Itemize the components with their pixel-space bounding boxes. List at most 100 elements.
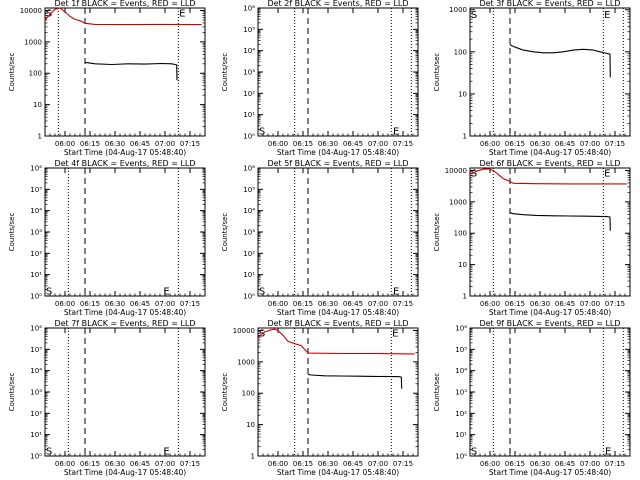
panel-9-x-tick-label: 06:45 [555, 460, 575, 468]
panel-8-series-events [307, 373, 403, 389]
panel-5-y-tick-label: 10⁵ [243, 186, 255, 194]
panel-6-x-tick-label: 06:00 [480, 300, 500, 308]
panel-6-marker-e: E [604, 169, 610, 180]
panel-1-x-tick-label: 06:30 [105, 140, 125, 148]
panel-7-axes-frame [44, 327, 206, 457]
panel-4-y-label: Counts/sec [8, 213, 16, 252]
panel-9-x-label: Start Time (04-Aug-17 05:48:40) [489, 468, 611, 477]
panel-2-axes-frame [257, 7, 419, 137]
panel-1-y-tick-label: 10000 [20, 7, 42, 15]
panel-2-y-tick-label: 10⁰ [243, 133, 255, 141]
panel-5-y-tick-label: 10¹ [243, 271, 255, 279]
panel-1-marker-e: E [179, 9, 185, 20]
panel-3-y-tick-label: 100 [454, 48, 467, 56]
panel-6-axes-frame [469, 167, 631, 297]
panel-7-y-tick-label: 10⁴ [30, 367, 42, 375]
panel-7-x-tick-label: 06:30 [105, 460, 125, 468]
panel-3-x-tick-label: 06:00 [480, 140, 500, 148]
panel-5-x-tick-label: 06:45 [343, 300, 363, 308]
panel-2-x-tick-label: 06:00 [268, 140, 288, 148]
panel-7-x-tick-label: 06:45 [130, 460, 150, 468]
panel-6-y-tick-label: 100 [454, 230, 467, 238]
panel-7-x-tick-label: 07:15 [180, 460, 200, 468]
panel-7-x-tick-label: 06:15 [80, 460, 100, 468]
panel-2-y-tick-label: 10⁵ [243, 26, 255, 34]
panel-9-y-tick-label: 10⁶ [455, 325, 467, 333]
panel-8-y-tick-label: 1 [251, 453, 255, 461]
panel-2-y-tick-label: 10⁶ [243, 5, 255, 13]
panel-1-title: Det 1f BLACK = Events, RED = LLD [54, 0, 195, 8]
panel-3-y-tick-label: 1 [463, 133, 467, 141]
panel-2-y-label: Counts/sec [221, 53, 229, 92]
panel-8-x-tick-label: 06:00 [268, 460, 288, 468]
panel-4-y-tick-label: 10¹ [30, 271, 42, 279]
panel-5-y-tick-label: 10⁰ [243, 293, 255, 301]
panel-1-series-events [84, 61, 178, 81]
panel-6-x-tick-label: 06:30 [530, 300, 550, 308]
panel-7-title: Det 7f BLACK = Events, RED = LLD [54, 319, 195, 328]
panel-1-axes-frame [44, 7, 206, 137]
panel-5-x-label: Start Time (04-Aug-17 05:48:40) [277, 308, 399, 317]
panel-8-axes-frame [257, 327, 419, 457]
panel-4: Det 4f BLACK = Events, RED = LLD 06:00 06:… [8, 159, 206, 317]
panel-6-y-tick-label: 1 [463, 293, 467, 301]
panel-6-y-tick-label: 1000 [449, 198, 467, 206]
panel-3: Det 3f BLACK = Events, RED = LLD 06:00 06:… [433, 0, 631, 157]
panel-2-y-tick-label: 10² [243, 90, 255, 98]
panel-2-x-tick-label: 07:15 [393, 140, 413, 148]
panel-6-y-tick-label: 10 [458, 261, 467, 269]
panel-5-marker-e: E [393, 287, 399, 298]
panel-2-title: Det 2f BLACK = Events, RED = LLD [267, 0, 408, 8]
panel-9-x-tick-label: 06:00 [480, 460, 500, 468]
panel-6-x-tick-label: 06:15 [505, 300, 525, 308]
panel-3-x-label: Start Time (04-Aug-17 05:48:40) [489, 148, 611, 157]
panel-4-x-tick-label: 06:00 [55, 300, 75, 308]
panel-1-y-label: Counts/sec [8, 53, 16, 92]
panel-8-x-tick-label: 07:15 [393, 460, 413, 468]
panel-6-y-tick-label: 10000 [445, 167, 467, 175]
panel-3-y-tick-label: 10 [458, 90, 467, 98]
panel-8-y-label: Counts/sec [221, 373, 229, 412]
panel-9-x-tick-label: 07:15 [605, 460, 625, 468]
panel-4-x-tick-label: 06:30 [105, 300, 125, 308]
panel-4-x-label: Start Time (04-Aug-17 05:48:40) [64, 308, 186, 317]
panel-8-x-tick-label: 06:45 [343, 460, 363, 468]
panel-6-marker-s: S [471, 169, 477, 180]
panel-9-y-tick-label: 10¹ [455, 431, 467, 439]
panel-5-y-tick-label: 10² [243, 250, 255, 258]
panel-1-y-tick-label: 100 [29, 70, 42, 78]
panel-4-y-tick-label: 10⁰ [30, 293, 42, 301]
panel-6-x-tick-label: 07:00 [580, 300, 600, 308]
panel-3-y-label: Counts/sec [433, 53, 441, 92]
panel-5-y-tick-label: 10⁴ [243, 207, 255, 215]
panel-7-y-tick-label: 10² [30, 410, 42, 418]
panel-7-x-tick-label: 07:00 [155, 460, 175, 468]
panel-6-title: Det 6f BLACK = Events, RED = LLD [479, 159, 620, 168]
panel-5-x-tick-label: 06:30 [318, 300, 338, 308]
panel-8-x-tick-label: 07:00 [368, 460, 388, 468]
panel-5-marker-s: S [259, 287, 265, 298]
panel-9-y-tick-label: 10³ [455, 389, 467, 397]
panel-2-x-label: Start Time (04-Aug-17 05:48:40) [277, 148, 399, 157]
panel-5-x-tick-label: 06:15 [293, 300, 313, 308]
panel-9-y-tick-label: 10² [455, 410, 467, 418]
panel-5: Det 5f BLACK = Events, RED = LLD 06:00 06:… [221, 159, 419, 317]
panel-1-x-tick-label: 07:15 [180, 140, 200, 148]
panel-4-y-tick-label: 10⁴ [30, 207, 42, 215]
panel-2-x-tick-label: 06:45 [343, 140, 363, 148]
panel-1-x-tick-label: 06:15 [80, 140, 100, 148]
panel-4-x-tick-label: 07:15 [180, 300, 200, 308]
panel-8-y-tick-label: 1000 [237, 358, 255, 366]
panel-5-axes-frame [257, 167, 419, 297]
panel-9-x-tick-label: 07:00 [580, 460, 600, 468]
panel-1-y-tick-label: 1 [38, 133, 42, 141]
panel-3-x-tick-label: 06:45 [555, 140, 575, 148]
panel-8-series-lld [257, 328, 415, 355]
panel-3-y-tick-label: 1000 [449, 6, 467, 14]
panel-4-y-tick-label: 10² [30, 250, 42, 258]
panel-1-y-tick-label: 10 [33, 101, 42, 109]
panel-6: Det 6f BLACK = Events, RED = LLD 06:00 06:… [433, 159, 631, 317]
panel-3-marker-s: S [471, 10, 477, 21]
panel-3-x-tick-label: 06:15 [505, 140, 525, 148]
